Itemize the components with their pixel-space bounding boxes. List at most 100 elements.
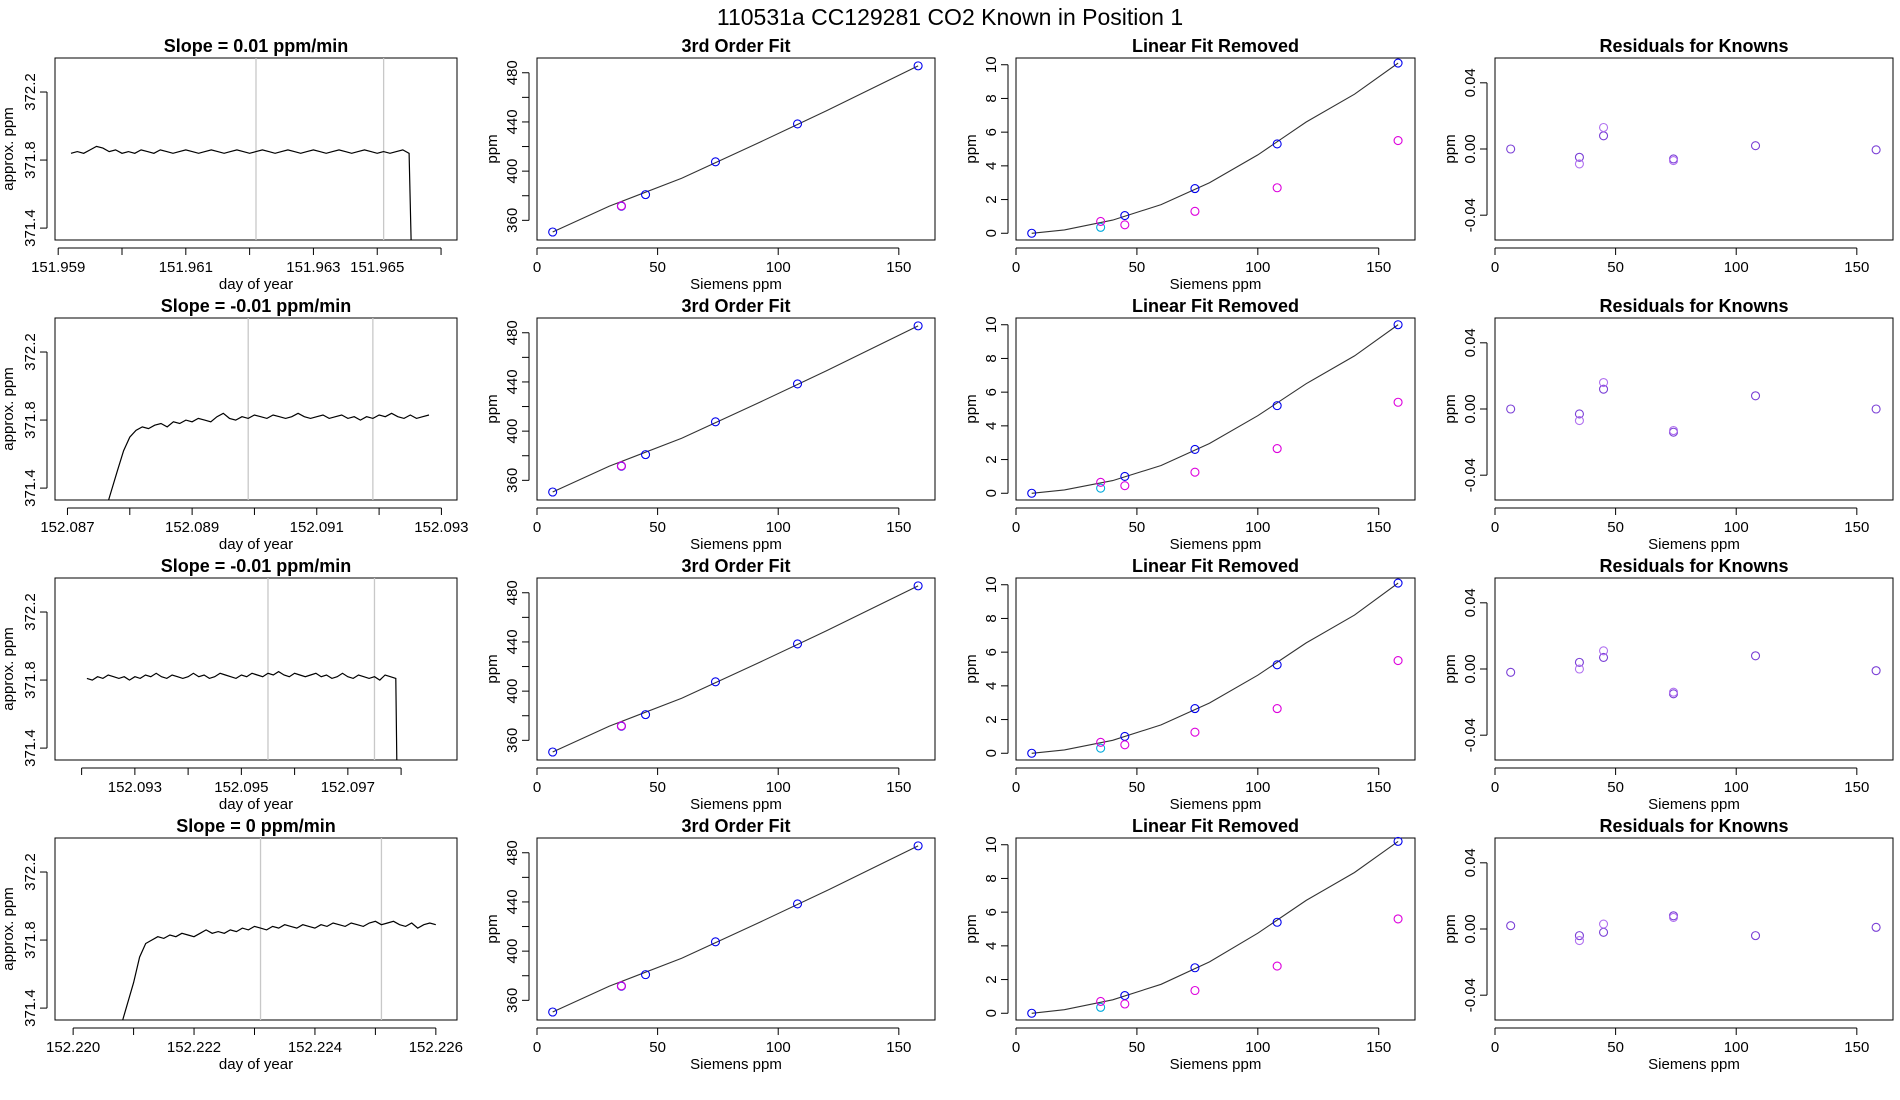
x-tick-label: 50 (1129, 519, 1146, 536)
y-tick-label: 8 (983, 874, 1000, 882)
x-tick-label: 50 (1607, 259, 1624, 276)
data-point (913, 581, 923, 591)
y-tick-label: 371.8 (22, 401, 39, 439)
data-point (1598, 927, 1609, 937)
plot-data (1506, 911, 1881, 946)
data-point (1871, 145, 1881, 155)
y-tick-label: 400 (504, 679, 521, 704)
x-tick-label: 50 (649, 779, 666, 796)
data-point (913, 321, 923, 331)
panel-title: 3rd Order Fit (681, 556, 790, 576)
y-tick-label: 8 (983, 614, 1000, 622)
panel-title: 3rd Order Fit (681, 296, 790, 316)
y-axis-label: ppm (1442, 914, 1459, 943)
fit-curve (552, 325, 919, 493)
plot-data (1027, 836, 1403, 1018)
x-axis-label: day of year (219, 536, 293, 553)
data-point (616, 721, 626, 731)
plot-frame (536, 317, 936, 501)
data-point (1027, 228, 1037, 238)
data-point (1096, 477, 1106, 487)
x-tick-label: 152.097 (321, 779, 375, 796)
y-axis-label: ppm (484, 914, 501, 943)
data-point (548, 227, 558, 237)
y-tick-label: -0.04 (1462, 198, 1479, 232)
fit-curve (1031, 582, 1399, 754)
x-tick-label: 100 (1245, 1039, 1270, 1056)
data-point (710, 937, 721, 947)
x-tick-label: 152.226 (409, 1039, 463, 1056)
x-tick-label: 0 (533, 1039, 541, 1056)
y-tick-label: 8 (983, 354, 1000, 362)
y-axis-label: ppm (963, 654, 980, 683)
data-point (1190, 444, 1200, 454)
data-point (1393, 578, 1403, 588)
plot-frame (54, 317, 458, 501)
panel-title: Residuals for Knowns (1599, 296, 1788, 316)
x-tick-label: 50 (1129, 779, 1146, 796)
panel-timeseries-row-1: Slope = 0.01 ppm/min 151.959 151.961 151.96… (0, 36, 458, 293)
y-tick-label: 6 (983, 388, 1000, 396)
y-tick-label: -0.04 (1462, 718, 1479, 752)
data-point (616, 201, 626, 211)
plot-frame (1015, 57, 1416, 241)
data-point (1272, 444, 1282, 454)
x-tick-label: 0 (1012, 519, 1020, 536)
data-point (1598, 131, 1609, 141)
x-tick-label: 0 (533, 779, 541, 796)
plot-data (548, 321, 923, 497)
data-point (1190, 985, 1200, 996)
data-point (1272, 917, 1282, 927)
y-tick-label: 372.2 (22, 73, 39, 111)
data-point (1598, 384, 1609, 394)
data-point (548, 747, 558, 757)
data-point (616, 461, 626, 471)
fit-curve (1031, 62, 1399, 234)
y-tick-label: 372.2 (22, 333, 39, 371)
panel-title: Linear Fit Removed (1132, 556, 1299, 576)
data-point (1096, 996, 1106, 1007)
panel-resid-row-1: Residuals for Knowns 0 50 100 150 -0.04 0.00 0.… (1442, 36, 1894, 276)
plot-data (1027, 58, 1403, 238)
data-point (1096, 743, 1106, 753)
x-tick-label: 152.095 (214, 779, 268, 796)
x-tick-label: 0 (1012, 1039, 1020, 1056)
y-tick-label: -0.04 (1462, 458, 1479, 492)
data-point (710, 677, 721, 687)
y-tick-label: 360 (504, 208, 521, 233)
panel-title: Linear Fit Removed (1132, 36, 1299, 56)
panel-title: Linear Fit Removed (1132, 296, 1299, 316)
y-axis-label: approx. ppm (0, 107, 17, 190)
data-point (1598, 122, 1609, 133)
data-point (1027, 1008, 1037, 1018)
plot-data (548, 61, 923, 237)
panel-title: Linear Fit Removed (1132, 816, 1299, 836)
y-tick-label: 4 (983, 422, 1000, 430)
data-point (1393, 836, 1403, 846)
y-tick-label: 372.2 (22, 853, 39, 891)
data-point (1027, 748, 1037, 758)
panel-timeseries-row-4: Slope = 0 ppm/min 152.220 152.222 152.224 15… (0, 816, 463, 1073)
x-tick-label: 150 (1366, 1039, 1391, 1056)
x-tick-label: 50 (649, 519, 666, 536)
y-tick-label: 440 (504, 629, 521, 654)
data-point (1393, 656, 1403, 666)
plot-frame (536, 57, 936, 241)
plot-frame (54, 837, 458, 1021)
data-point (1120, 481, 1130, 491)
x-tick-label: 100 (766, 779, 791, 796)
concentration-trace (122, 920, 436, 1021)
plot-data (1506, 377, 1881, 437)
y-tick-label: 2 (983, 195, 1000, 203)
plot-frame (1494, 57, 1894, 241)
x-tick-label: 150 (886, 1039, 911, 1056)
panel-title: 3rd Order Fit (681, 36, 790, 56)
x-tick-label: 151.959 (31, 259, 85, 276)
data-point (1393, 136, 1403, 146)
data-point (1506, 667, 1516, 677)
y-tick-label: 0 (983, 749, 1000, 757)
data-point (1506, 144, 1516, 154)
y-tick-label: 371.8 (22, 921, 39, 959)
x-tick-label: 100 (766, 1039, 791, 1056)
x-tick-label: 150 (1844, 779, 1869, 796)
